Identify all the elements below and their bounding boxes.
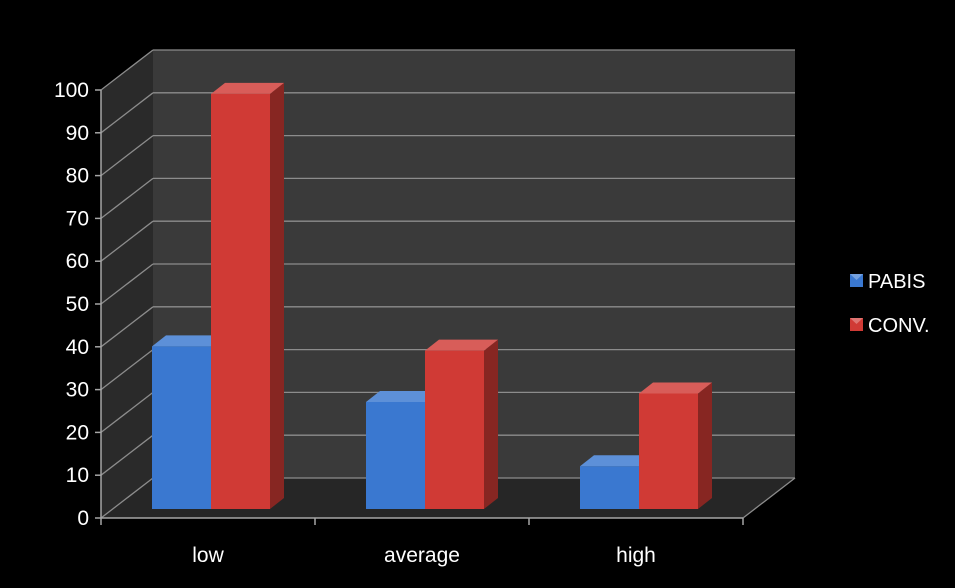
tick-labels: 0 10 20 30 40 50 60 70 80 90 100 low average high [54,79,656,567]
legend-item: PABIS [850,271,925,293]
bar [425,339,498,509]
y-tick-label: 30 [66,379,89,402]
legend-swatch-highlight [850,318,863,324]
gridline-side [100,434,154,476]
y-tick-label: 40 [66,336,89,359]
bar-top [580,455,653,467]
gridline-side [100,391,154,433]
gridline-side [100,220,154,262]
gridline-side [100,135,154,177]
bar-top [211,82,284,94]
y-tick-label: 70 [66,207,89,230]
x-tick-label: low [192,544,224,567]
gridline-side [100,477,154,519]
bar-top [639,382,712,394]
gridline-side [100,177,154,219]
bar-front [580,466,639,509]
legend-swatch [850,318,863,331]
gridline-side [100,263,154,305]
bar-front [152,346,211,509]
bar-front [211,93,270,509]
y-tick-label: 20 [66,421,89,444]
gridline-side [100,92,154,134]
legend-label: PABIS [868,271,925,293]
floor-right-edge [742,477,796,519]
legend-item: CONV. [850,315,930,337]
bar-side [698,382,712,509]
y-tick-label: 0 [77,507,89,530]
bar-front [366,402,425,509]
y-tick-label: 80 [66,165,89,188]
bars [152,82,712,509]
gridline-side [100,49,154,91]
y-tick-label: 100 [54,79,89,102]
axes [95,89,744,525]
legend-swatch [850,274,863,287]
y-tick-label: 90 [66,122,89,145]
gridline-side [100,349,154,391]
y-tick-label: 60 [66,250,89,273]
y-tick-label: 10 [66,464,89,487]
x-tick-label: average [384,544,460,567]
bar [639,382,712,509]
bar-side [484,339,498,509]
bar-top [366,391,439,402]
bar-top [425,339,498,351]
bar-front [425,350,484,509]
legend-swatch-highlight [850,274,863,280]
legend: PABIS CONV. [850,271,930,337]
legend-label: CONV. [868,315,930,337]
y-tick-label: 50 [66,293,89,316]
bar-side [270,82,284,509]
gridline-side [100,306,154,348]
bar-top [152,335,225,347]
bar [211,82,284,509]
x-tick-label: high [616,544,656,567]
bar-front [639,393,698,509]
